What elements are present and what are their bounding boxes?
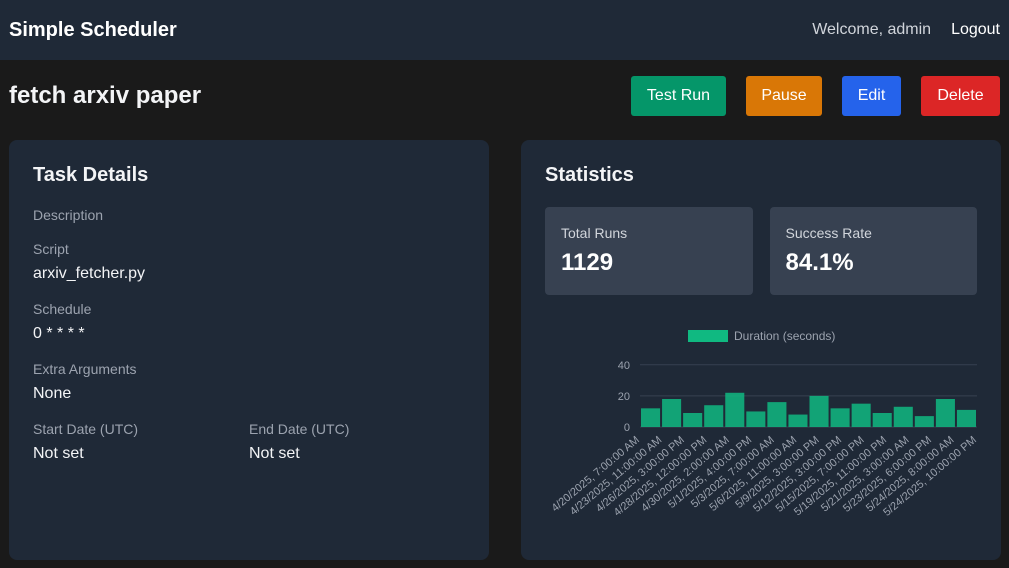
welcome-text: Welcome, admin (812, 21, 932, 38)
duration-bar (641, 408, 661, 427)
statistics-card: Statistics Total Runs 1129 Success Rate … (521, 140, 1001, 560)
test-run-button[interactable]: Test Run (631, 76, 726, 116)
duration-bar (788, 414, 808, 427)
edit-button[interactable]: Edit (842, 76, 901, 116)
success-rate-value: 84.1% (785, 249, 854, 276)
pause-button[interactable]: Pause (746, 76, 822, 116)
duration-bar (851, 403, 871, 427)
duration-bar (935, 399, 955, 427)
script-label: Script (33, 241, 69, 257)
success-rate-label: Success Rate (785, 225, 872, 241)
nav-right: Welcome, admin Logout (812, 21, 1000, 39)
duration-bar (872, 413, 892, 427)
script-field: Script arxiv_fetcher.py (33, 241, 465, 283)
date-row: Start Date (UTC) Not set End Date (UTC) … (33, 421, 465, 481)
extra-args-label: Extra Arguments (33, 361, 137, 377)
duration-bar (767, 402, 787, 427)
legend-swatch (688, 330, 728, 342)
script-value: arxiv_fetcher.py (33, 265, 146, 282)
end-date-label: End Date (UTC) (249, 421, 350, 437)
y-tick-label: 0 (624, 422, 630, 434)
schedule-value: 0 * * * * (33, 325, 85, 342)
task-details-card: Task Details Description Script arxiv_fe… (9, 140, 489, 560)
extra-args-value: None (33, 385, 72, 402)
duration-bar (662, 399, 682, 427)
action-bar: Test Run Pause Edit Delete (631, 76, 1000, 116)
description-label: Description (33, 207, 104, 223)
schedule-label: Schedule (33, 301, 92, 317)
end-date-field: End Date (UTC) Not set (249, 421, 465, 463)
duration-bar (809, 395, 829, 427)
stats-row: Total Runs 1129 Success Rate 84.1% (545, 207, 977, 295)
delete-button[interactable]: Delete (921, 76, 1000, 116)
duration-bar (914, 416, 934, 427)
start-date-label: Start Date (UTC) (33, 421, 139, 437)
total-runs-box: Total Runs 1129 (545, 207, 753, 295)
start-date-field: Start Date (UTC) Not set (33, 421, 249, 463)
statistics-title: Statistics (545, 164, 634, 186)
schedule-field: Schedule 0 * * * * (33, 301, 465, 343)
end-date-value: Not set (249, 445, 300, 462)
duration-bar (704, 405, 724, 427)
y-tick-label: 20 (618, 391, 630, 403)
description-field: Description (33, 207, 465, 223)
brand-title[interactable]: Simple Scheduler (9, 18, 177, 41)
duration-bar (683, 413, 703, 427)
start-date-value: Not set (33, 445, 84, 462)
task-details-title: Task Details (33, 164, 149, 186)
duration-bar (746, 411, 766, 427)
duration-bar (725, 392, 745, 427)
duration-bar (893, 406, 913, 427)
legend-label: Duration (seconds) (734, 329, 835, 343)
page-title: fetch arxiv paper (9, 82, 202, 109)
total-runs-label: Total Runs (561, 225, 628, 241)
logout-link[interactable]: Logout (951, 21, 1000, 38)
duration-bar (830, 408, 850, 427)
extra-args-field: Extra Arguments None (33, 361, 465, 403)
y-tick-label: 40 (618, 360, 630, 372)
success-rate-box: Success Rate 84.1% (769, 207, 977, 295)
duration-bar (956, 409, 976, 427)
navbar: Simple Scheduler Welcome, admin Logout (0, 0, 1009, 60)
total-runs-value: 1129 (561, 249, 614, 276)
